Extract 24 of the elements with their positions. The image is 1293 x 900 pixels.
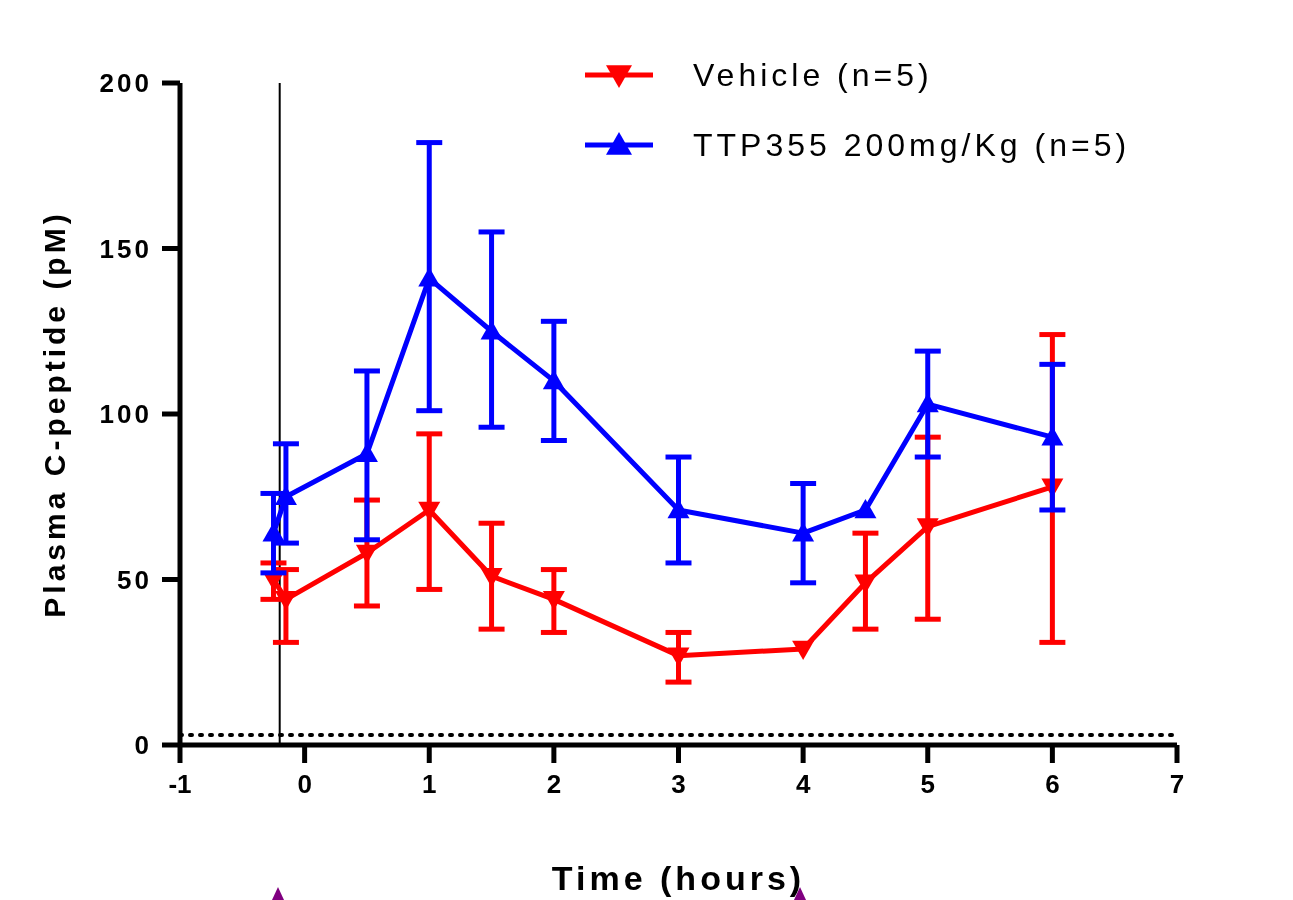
point [792, 640, 815, 661]
point [418, 267, 441, 287]
x-tick-label: 6 [1045, 769, 1060, 799]
x-tick-label: -1 [168, 769, 192, 799]
y-axis-title: Plasma C-peptide (pM) [38, 210, 71, 618]
point [854, 498, 877, 519]
x-tick-label: 2 [546, 769, 562, 799]
y-tick-label: 100 [99, 399, 152, 429]
x-tick-label: 4 [795, 769, 811, 799]
y-tick-label: 150 [99, 233, 152, 264]
x-tick-label: 5 [920, 769, 935, 799]
point [916, 393, 939, 413]
x-tick-label: 0 [297, 769, 312, 799]
x-tick-label: 7 [1169, 769, 1185, 799]
y-tick-label: 0 [134, 730, 152, 760]
y-tick-label: 200 [99, 68, 152, 98]
point [1041, 426, 1064, 446]
x-axis-title: Time (hours) [551, 859, 806, 897]
point [418, 501, 441, 521]
legend-label: Vehicle (n=5) [693, 57, 933, 93]
y-tick-label: 50 [117, 564, 152, 595]
x-tick-label: 3 [671, 769, 686, 799]
x-tick-label: 1 [422, 769, 437, 799]
legend-label: TTP355 200mg/Kg (n=5) [693, 127, 1131, 163]
